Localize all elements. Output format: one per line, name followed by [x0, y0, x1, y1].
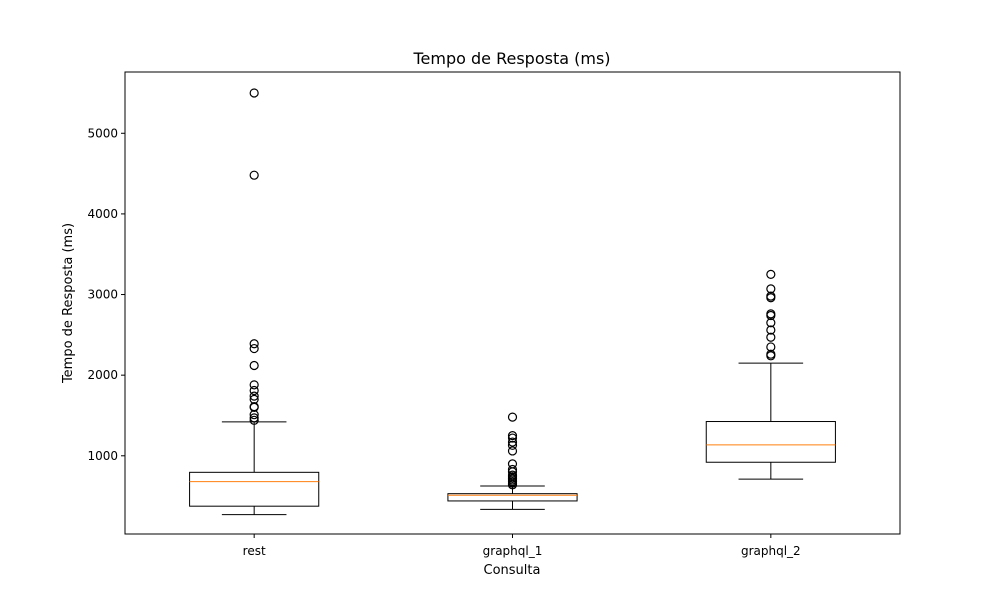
outlier-point — [507, 459, 518, 469]
x-tick-label: rest — [243, 544, 266, 558]
y-tick-label: 1000 — [87, 449, 118, 463]
outlier-point — [766, 284, 776, 294]
outlier-point — [249, 339, 259, 349]
y-tick-label: 5000 — [87, 126, 118, 140]
outlier-point — [766, 291, 776, 301]
x-axis-label: Consulta — [484, 563, 541, 578]
outlier-point — [766, 332, 776, 342]
outlier-point — [249, 415, 259, 425]
outlier-point — [766, 342, 776, 352]
outlier-point — [507, 440, 518, 450]
outlier-point — [766, 349, 776, 359]
y-tick-label: 2000 — [87, 368, 118, 382]
outlier-point — [249, 385, 259, 396]
y-axis-label: Tempo de Resposta (ms) — [61, 223, 76, 384]
chart-title: Tempo de Resposta (ms) — [412, 49, 610, 68]
outlier-point — [249, 170, 259, 180]
outlier-point — [249, 391, 259, 401]
y-tick-label: 3000 — [87, 288, 118, 302]
x-tick-label: graphql_2 — [741, 544, 801, 558]
outlier-point — [249, 402, 259, 412]
outlier-point — [249, 343, 259, 354]
outlier-point — [766, 318, 776, 328]
plot-area: 1000 2000 3000 4000 5000 rest graphql_1 graphql… — [87, 88, 836, 558]
box-rest — [189, 471, 320, 507]
outlier-point — [507, 470, 518, 480]
y-tick-label: 4000 — [87, 207, 118, 221]
plot-frame — [124, 71, 901, 535]
outlier-point — [249, 413, 259, 423]
box-graphql_2 — [705, 421, 836, 463]
outlier-point — [249, 394, 259, 404]
outlier-point — [249, 88, 259, 98]
box-graphql_1 — [447, 493, 578, 502]
outlier-point — [507, 437, 518, 447]
x-tick-label: graphql_1 — [483, 544, 543, 558]
outlier-point — [249, 360, 259, 371]
outlier-point — [507, 431, 518, 441]
outlier-point — [507, 446, 518, 456]
outlier-point — [766, 309, 776, 319]
outlier-point — [766, 325, 776, 335]
outlier-point — [507, 464, 518, 475]
outlier-point — [249, 380, 259, 390]
outlier-point — [507, 412, 518, 422]
outlier-point — [507, 433, 518, 443]
outlier-point — [766, 269, 776, 279]
